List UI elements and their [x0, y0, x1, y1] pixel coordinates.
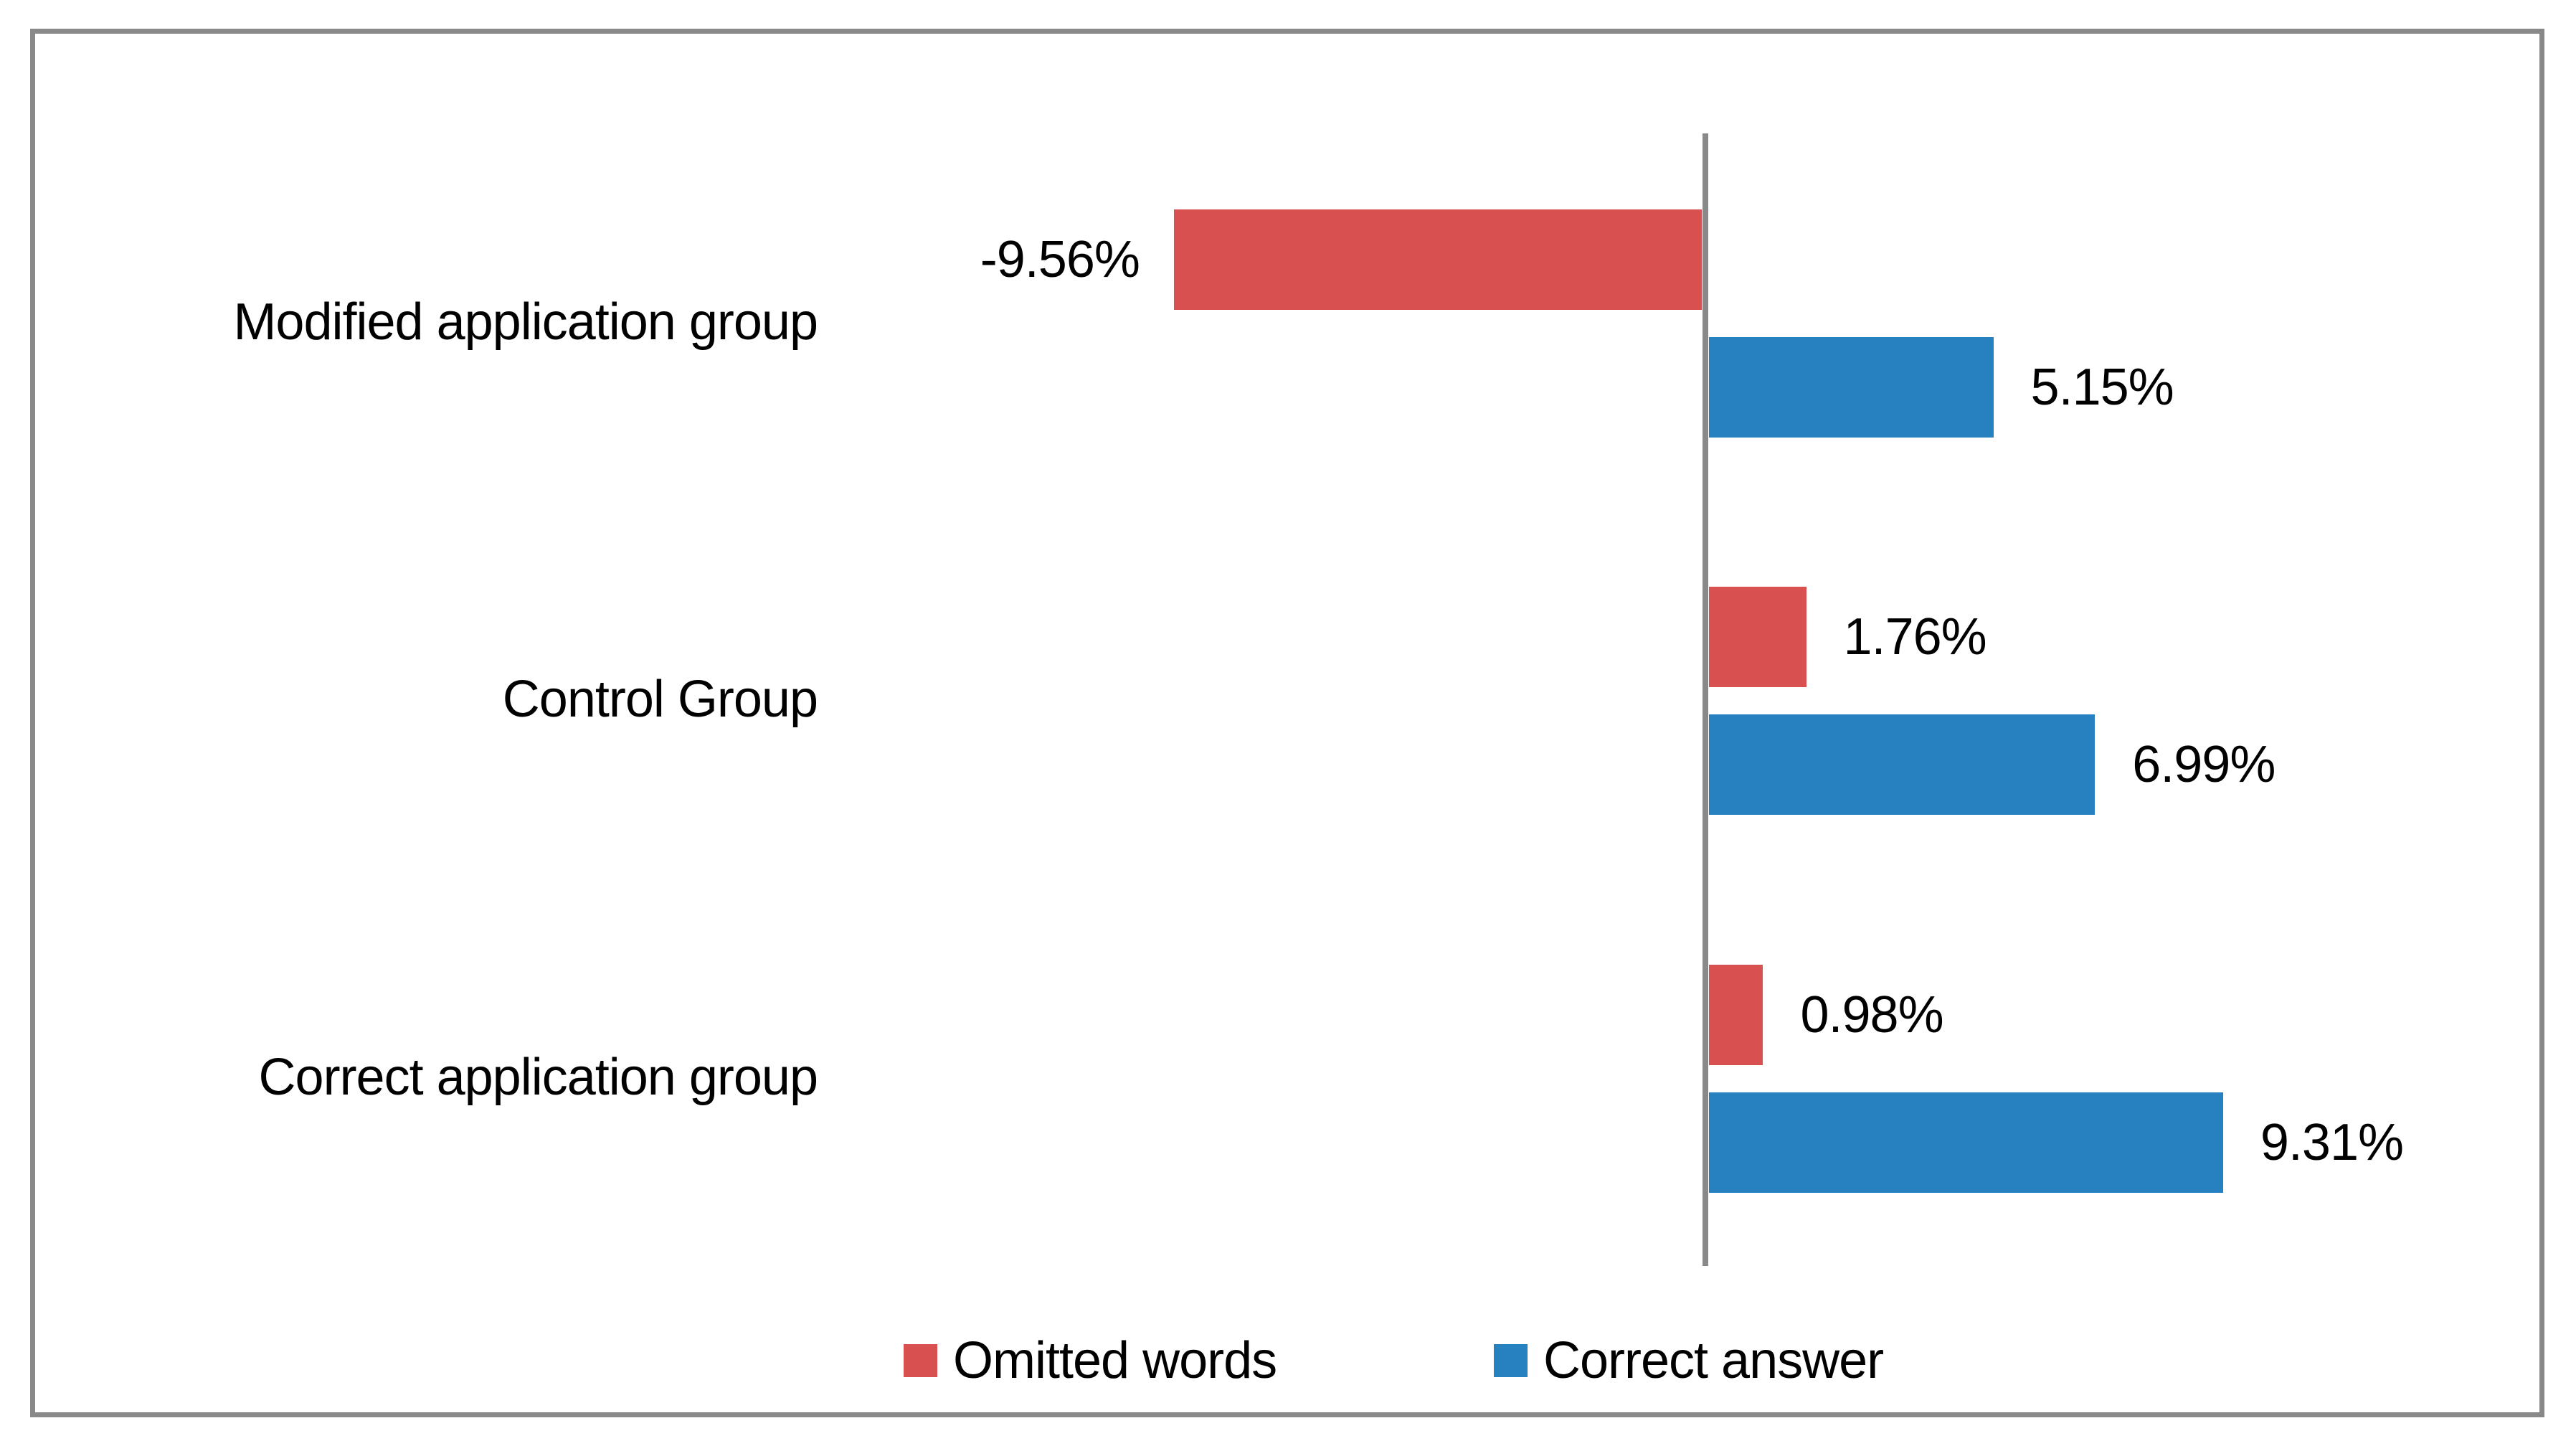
- value-label-omitted-words-modified-application-group: -9.56%: [980, 231, 1140, 288]
- legend-swatch-correct-answer: [1494, 1344, 1528, 1377]
- legend-swatch-omitted-words: [904, 1344, 937, 1377]
- bar-omitted-words-control-group: [1709, 587, 1806, 688]
- category-label-modified-application-group: Modified application group: [233, 293, 818, 351]
- bar-correct-answer-modified-application-group: [1709, 337, 1994, 438]
- value-label-correct-answer-control-group: 6.99%: [2132, 736, 2276, 794]
- category-label-control-group: Control Group: [502, 671, 818, 729]
- bar-omitted-words-modified-application-group: [1173, 209, 1702, 310]
- value-label-correct-answer-correct-application-group: 9.31%: [2260, 1113, 2404, 1171]
- bar-omitted-words-correct-application-group: [1709, 964, 1763, 1065]
- value-label-omitted-words-correct-application-group: 0.98%: [1800, 986, 1943, 1044]
- legend-item-correct-answer: Correct answer: [1494, 1328, 1884, 1393]
- legend-label-omitted-words: Omitted words: [953, 1332, 1277, 1389]
- value-label-omitted-words-control-group: 1.76%: [1843, 608, 1987, 666]
- bar-correct-answer-control-group: [1709, 714, 2096, 816]
- category-label-correct-application-group: Correct application group: [258, 1048, 818, 1106]
- legend-item-omitted-words: Omitted words: [904, 1328, 1277, 1393]
- value-label-correct-answer-modified-application-group: 5.15%: [2030, 359, 2174, 416]
- bar-correct-answer-correct-application-group: [1709, 1092, 2223, 1193]
- legend-label-correct-answer: Correct answer: [1543, 1332, 1884, 1389]
- value-axis-zero-line: [1703, 133, 1708, 1266]
